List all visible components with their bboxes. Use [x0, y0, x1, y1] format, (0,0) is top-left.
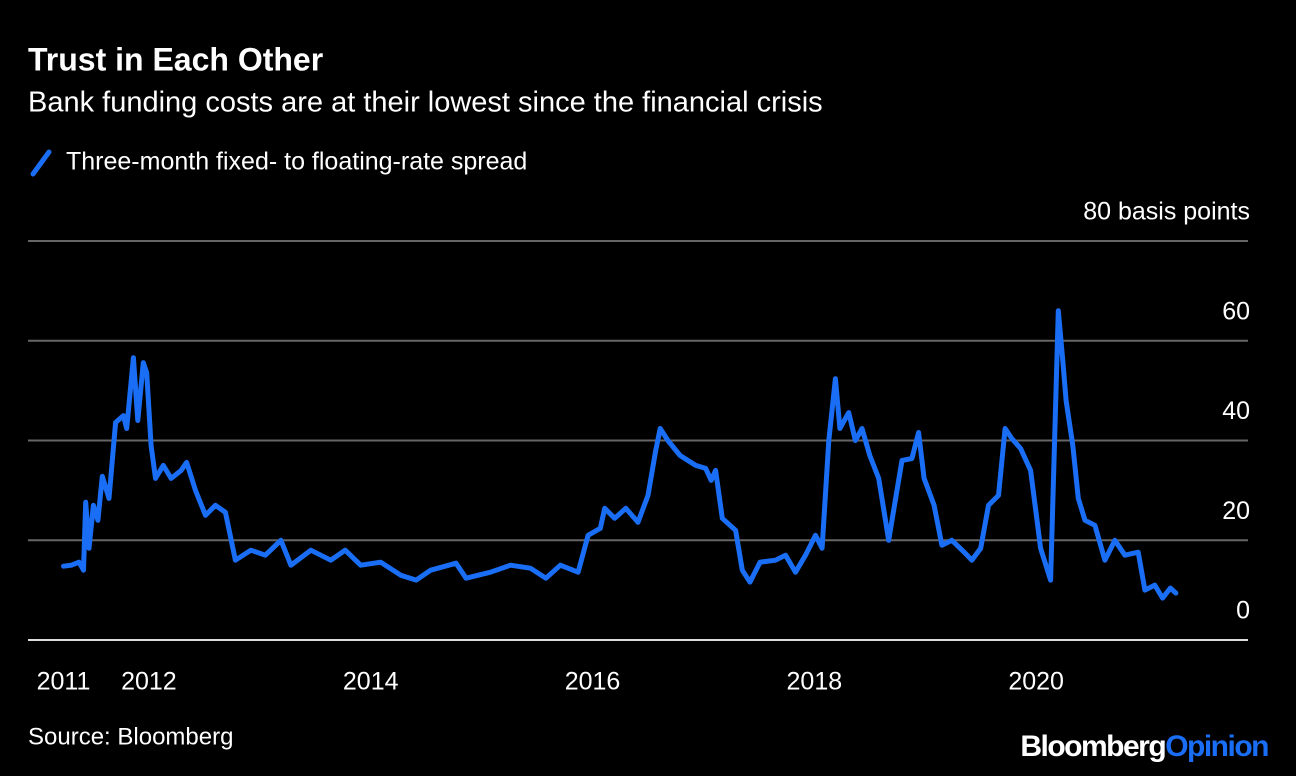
x-tick-label: 2014 [343, 668, 399, 696]
legend-label: Three-month fixed- to floating-rate spre… [66, 148, 527, 176]
x-tick-label: 2018 [787, 668, 843, 696]
x-tick-label: 2016 [565, 668, 621, 696]
source: Source: Bloomberg [28, 723, 233, 750]
data-line [61, 308, 1179, 601]
y-tick-label: 40 [1222, 397, 1250, 425]
chart-subtitle: Bank funding costs are at their lowest s… [28, 87, 823, 119]
y-tick-label: 60 [1222, 297, 1250, 325]
logo: BloombergOpinion [1020, 730, 1268, 763]
x-tick-label: 2011 [37, 668, 91, 696]
legend-swatch [30, 149, 52, 177]
x-tick-label: 2012 [121, 668, 177, 696]
y-tick-label: 20 [1222, 497, 1250, 525]
chart-title: Trust in Each Other [28, 41, 323, 77]
x-tick-label: 2020 [1008, 668, 1064, 696]
y-tick-label: 80 basis points [1083, 198, 1250, 226]
y-tick-label: 0 [1236, 597, 1250, 625]
logo-bloomberg: Bloomberg [1020, 730, 1165, 763]
logo-opinion: Opinion [1165, 730, 1268, 763]
